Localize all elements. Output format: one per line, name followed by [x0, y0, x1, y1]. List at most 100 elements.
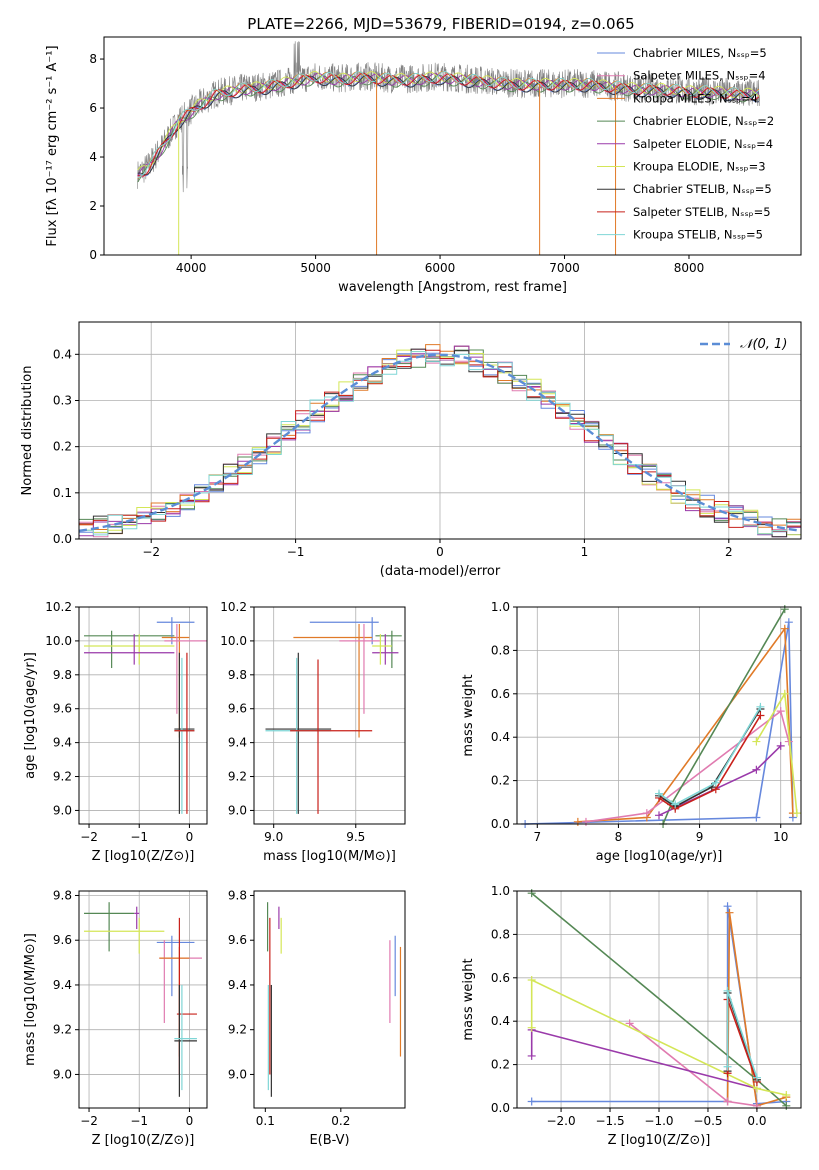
- marker: [642, 809, 651, 818]
- axes-frame: [516, 606, 802, 825]
- tick-label-x: −2: [80, 1114, 98, 1128]
- legend-entry: Kroupa MILES, Nₛₛₚ=4: [633, 91, 758, 105]
- model-spectrum: [137, 72, 760, 177]
- tick-label-x: 0: [186, 1114, 194, 1128]
- series-line: [530, 1028, 758, 1090]
- axis-label-y: age [log10(age/yr)]: [23, 652, 38, 779]
- marker: [725, 908, 734, 917]
- tick-label-x: 0.1: [256, 1114, 275, 1128]
- series-line: [726, 912, 787, 1107]
- axis-label-y: mass weight: [461, 674, 476, 756]
- marker: [527, 1097, 536, 1106]
- tick-label-x: 8: [615, 830, 623, 844]
- tick-label-x: 0: [436, 545, 444, 559]
- axis-label-x: wavelength [Angstrom, rest frame]: [338, 280, 567, 295]
- tick-label-x: 0: [186, 830, 194, 844]
- marker: [527, 975, 536, 984]
- tick-label-y: 9.6: [228, 702, 247, 716]
- marker: [573, 817, 582, 826]
- axis-label-y: Flux [fλ 10⁻¹⁷ erg cm⁻² s⁻¹ A⁻¹]: [45, 45, 60, 246]
- panel-mass_vs_EBV: 0.1 0.2 9.0 9.2 9.4 9.6 9.8 E(B-V): [228, 888, 406, 1148]
- axis-label-y: mass [log10(M/M⊙)]: [23, 933, 38, 1066]
- marker: [780, 689, 789, 698]
- tick-label-y: 9.6: [53, 702, 72, 716]
- tick-label-y: 0.2: [491, 774, 510, 788]
- tick-label-y: 9.0: [228, 803, 247, 817]
- tick-label-x: 0.2: [331, 1114, 350, 1128]
- tick-label-y: 0.0: [491, 817, 510, 831]
- tick-label-x: 7: [533, 830, 541, 844]
- marker: [756, 711, 765, 720]
- tick-label-x: −0.5: [693, 1114, 722, 1128]
- tick-label-y: 9.0: [53, 1067, 72, 1081]
- tick-label-y: 0.4: [53, 347, 72, 361]
- plot-area: [84, 617, 207, 814]
- axis-label-x: age [log10(age/yr)]: [596, 849, 723, 864]
- marker: [776, 707, 785, 716]
- tick-label-y: 9.4: [228, 736, 247, 750]
- legend-entry: Salpeter STELIB, Nₛₛₚ=5: [633, 205, 771, 219]
- tick-label-y: 9.8: [53, 668, 72, 682]
- tick-label-x: 9: [696, 830, 704, 844]
- axes-frame: [78, 606, 208, 825]
- series-line: [585, 709, 790, 823]
- panel-mass_weight_vs_Z: −2.0 −1.5 −1.0 −0.5 0.0 0.0 0.2 0.4 0.6 0.8 1.0 Z […: [461, 884, 802, 1148]
- tick-label-x: −1.5: [595, 1114, 624, 1128]
- tick-label-x: 4000: [176, 261, 207, 275]
- tick-label-y: 0.4: [491, 730, 510, 744]
- panel-age_vs_Z: −2 −1 0 9.0 9.2 9.4 9.6 9.8 10.0 10.2 Z [log10(Z/Z…: [23, 600, 208, 864]
- marker: [625, 1019, 634, 1028]
- plot-area: [265, 617, 402, 814]
- plot-area: [84, 902, 202, 1097]
- model-spectrum: [137, 72, 760, 177]
- marker: [752, 737, 761, 746]
- plot-area: [521, 605, 801, 828]
- axis-label-x: mass [log10(M/M⊙)]: [263, 849, 396, 864]
- tick-label-x: 5000: [300, 261, 331, 275]
- marker: [723, 1062, 732, 1071]
- tick-label-y: 6: [89, 101, 97, 115]
- tick-label-y: 2: [89, 199, 97, 213]
- axes-frame: [78, 890, 208, 1109]
- marker: [711, 778, 720, 787]
- tick-label-y: 1.0: [491, 884, 510, 898]
- marker: [776, 741, 785, 750]
- marker: [780, 624, 789, 633]
- series-line: [577, 626, 794, 823]
- axes-frame: [103, 36, 802, 256]
- histogram: [79, 351, 801, 538]
- tick-label-y: 9.4: [228, 978, 247, 992]
- tick-label-x: −1.0: [644, 1114, 673, 1128]
- series-line: [658, 706, 762, 806]
- axes-frame: [253, 890, 406, 1109]
- tick-label-y: 9.8: [228, 668, 247, 682]
- tick-label-y: 10.2: [220, 600, 247, 614]
- marker: [752, 813, 761, 822]
- axes-frame: [253, 606, 406, 825]
- tick-label-y: 0.0: [53, 532, 72, 546]
- legend-entry: Salpeter ELODIE, Nₛₛₚ=4: [633, 137, 773, 151]
- axis-label-x: Z [log10(Z/Z⊙)]: [92, 849, 195, 864]
- series-line: [530, 978, 787, 1096]
- tick-label-x: −1: [287, 545, 305, 559]
- tick-label-y: 0: [89, 248, 97, 262]
- axis-label-x: E(B-V): [309, 1133, 349, 1148]
- tick-label-y: 9.0: [53, 803, 72, 817]
- legend-entry: Chabrier STELIB, Nₛₛₚ=5: [633, 182, 772, 196]
- tick-label-x: 2: [725, 545, 733, 559]
- tick-label-y: 8: [89, 52, 97, 66]
- tick-label-y: 1.0: [491, 600, 510, 614]
- marker: [792, 809, 801, 818]
- tick-label-y: 0.3: [53, 393, 72, 407]
- legend-entry: Chabrier MILES, Nₛₛₚ=5: [633, 46, 767, 60]
- plot-area: [79, 344, 801, 538]
- marker: [756, 702, 765, 711]
- plot-area: [137, 41, 760, 255]
- gaussian-curve: [79, 353, 801, 533]
- marker: [782, 1090, 791, 1099]
- tick-label-y: 0.6: [491, 687, 510, 701]
- tick-label-x: 9.5: [346, 830, 365, 844]
- figure-title: PLATE=2266, MJD=53679, FIBERID=0194, z=0…: [247, 15, 634, 33]
